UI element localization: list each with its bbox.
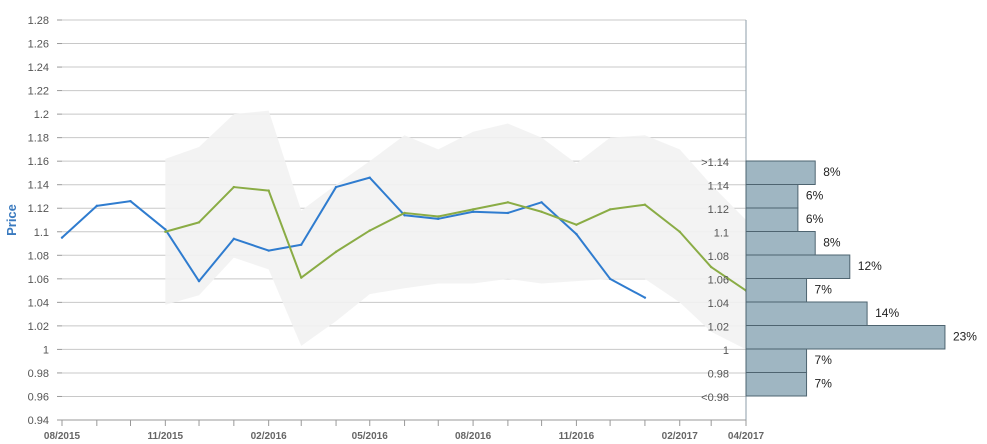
data-point-forecast: [471, 208, 475, 211]
distribution-bin-label: <0.98: [701, 392, 729, 404]
data-point-forecast: [197, 221, 201, 224]
distribution-bin-label: 1.02: [708, 322, 729, 334]
distribution-bar: [745, 231, 816, 256]
y-tick-label: 1.22: [28, 86, 49, 98]
data-point-forecast: [437, 215, 440, 218]
distribution-bar: [745, 207, 799, 232]
distribution-percent-label: 7%: [815, 353, 833, 367]
distribution-percent-label: 8%: [823, 165, 841, 179]
y-tick-label: 1.16: [28, 156, 49, 168]
distribution-percent-label: 14%: [875, 306, 899, 320]
y-tick-label: 1.06: [28, 274, 49, 286]
data-point-actual: [403, 214, 406, 217]
data-point-actual: [232, 237, 236, 241]
data-point-forecast: [403, 211, 406, 215]
data-point-forecast: [334, 250, 338, 253]
x-tick-label: 02/2017: [662, 431, 699, 442]
data-point-forecast: [267, 189, 270, 192]
data-point-forecast: [608, 208, 612, 211]
x-tick-label: 11/2015: [148, 431, 184, 442]
distribution-bar: [745, 301, 868, 326]
distribution-bar: [745, 254, 851, 279]
distribution-bin-label: 0.98: [708, 369, 729, 381]
y-tick-label: 1.26: [28, 39, 49, 51]
distribution-bar: [745, 160, 816, 185]
data-point-actual: [506, 211, 510, 215]
distribution-bar: [745, 348, 808, 373]
distribution-percent-label: 6%: [806, 189, 824, 203]
data-point-actual: [437, 217, 440, 221]
distribution-percent-label: 8%: [823, 236, 841, 250]
series-line-forecast: [165, 186, 747, 292]
x-tick-label: 04/2017: [728, 431, 765, 442]
y-tick-label: 0.94: [28, 415, 49, 427]
distribution-percent-label: 7%: [815, 377, 833, 391]
y-tick-label: 0.96: [28, 391, 49, 403]
y-tick-label: 1.1: [34, 227, 49, 239]
data-point-actual: [197, 279, 201, 283]
data-point-forecast: [575, 223, 578, 226]
data-point-actual: [164, 228, 167, 231]
y-tick-label: 1.08: [28, 250, 49, 262]
distribution-bin-label: >1.14: [701, 157, 729, 169]
distribution-bin-label: 1.08: [708, 251, 729, 263]
x-tick-label: 11/2016: [559, 431, 595, 442]
distribution-bin-label: 1.12: [708, 204, 729, 216]
data-point-actual: [129, 199, 132, 203]
data-point-forecast: [678, 230, 681, 233]
y-tick-label: 0.98: [28, 368, 49, 380]
x-tick-label: 05/2016: [352, 431, 389, 442]
distribution-bin-label: 1.14: [708, 181, 729, 193]
data-point-actual: [643, 296, 647, 299]
data-point-forecast: [540, 210, 543, 213]
data-point-forecast: [709, 265, 713, 269]
y-tick-label: 1.02: [28, 321, 49, 333]
distribution-bin-label: 1.06: [708, 275, 729, 287]
x-tick-label: 02/2016: [251, 431, 288, 442]
data-point-actual: [608, 277, 612, 281]
x-tick-label: 08/2016: [455, 431, 492, 442]
y-tick-label: 1.18: [28, 133, 49, 145]
distribution-bar: [745, 184, 799, 209]
series-line-actual: [61, 176, 646, 299]
y-tick-label: 1.12: [28, 203, 49, 215]
distribution-bar: [745, 278, 808, 303]
forecast-band: [165, 110, 746, 350]
data-point-actual: [368, 176, 371, 179]
x-tick-label: 08/2015: [44, 431, 81, 442]
distribution-percent-label: 23%: [953, 330, 977, 344]
data-point-forecast: [300, 276, 303, 279]
y-tick-label: 1: [43, 344, 49, 356]
distribution-bar: [745, 372, 808, 397]
data-point-actual: [575, 232, 578, 236]
y-axis-label: Price: [4, 204, 19, 236]
distribution-percent-label: 6%: [806, 212, 824, 226]
data-point-actual: [540, 201, 543, 204]
data-point-forecast: [368, 229, 371, 232]
distribution-percent-label: 7%: [815, 283, 833, 297]
data-point-actual: [471, 210, 475, 213]
data-point-actual: [334, 185, 338, 189]
y-tick-label: 1.14: [28, 180, 49, 192]
data-point-forecast: [506, 201, 510, 204]
y-tick-label: 1.24: [28, 62, 49, 74]
data-point-forecast: [232, 185, 236, 189]
distribution-bin-label: 1: [723, 345, 729, 357]
data-point-actual: [95, 204, 99, 208]
data-point-forecast: [164, 230, 167, 233]
distribution-bin-label: 1.04: [708, 298, 729, 310]
data-point-actual: [60, 236, 64, 239]
data-point-actual: [300, 243, 303, 246]
distribution-bin-label: 1.1: [714, 228, 729, 240]
y-tick-label: 1.2: [34, 109, 49, 121]
y-tick-label: 1.04: [28, 297, 49, 309]
distribution-percent-label: 12%: [858, 259, 882, 273]
y-tick-label: 1.28: [28, 15, 49, 27]
data-point-forecast: [643, 203, 647, 206]
distribution-bar: [745, 325, 946, 350]
data-point-actual: [267, 249, 270, 252]
